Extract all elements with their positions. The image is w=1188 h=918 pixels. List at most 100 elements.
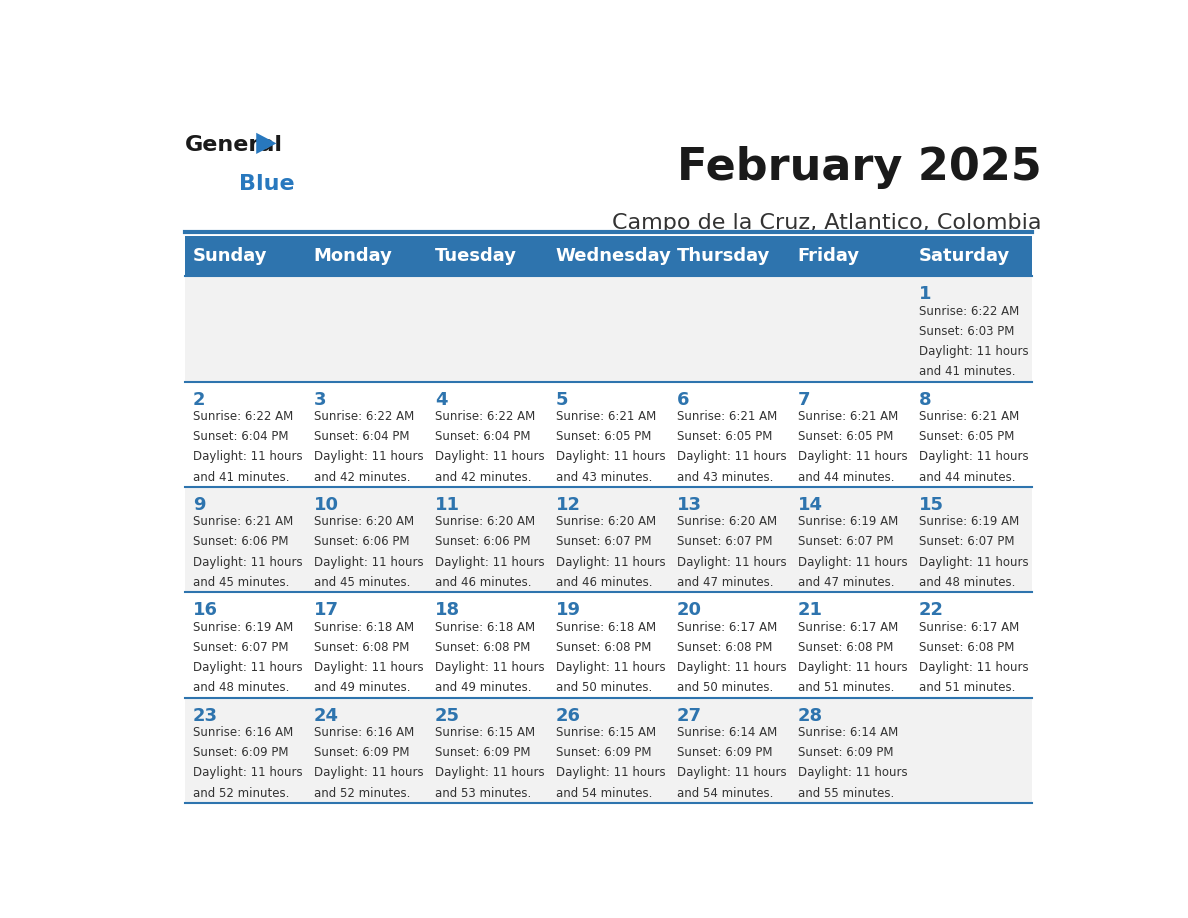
Text: Sunset: 6:09 PM: Sunset: 6:09 PM [797, 746, 893, 759]
Text: and 47 minutes.: and 47 minutes. [677, 576, 773, 588]
Text: and 52 minutes.: and 52 minutes. [192, 787, 289, 800]
Text: 17: 17 [314, 601, 339, 620]
Text: Sunrise: 6:14 AM: Sunrise: 6:14 AM [677, 726, 777, 739]
Text: Daylight: 11 hours: Daylight: 11 hours [192, 661, 302, 674]
Text: Sunrise: 6:22 AM: Sunrise: 6:22 AM [435, 409, 535, 423]
Text: Sunrise: 6:14 AM: Sunrise: 6:14 AM [797, 726, 898, 739]
Text: 18: 18 [435, 601, 460, 620]
Text: Sunrise: 6:16 AM: Sunrise: 6:16 AM [192, 726, 293, 739]
Text: and 50 minutes.: and 50 minutes. [556, 681, 652, 694]
Text: 9: 9 [192, 496, 206, 514]
Text: and 49 minutes.: and 49 minutes. [314, 681, 410, 694]
Bar [185, 276, 1032, 382]
Text: 21: 21 [797, 601, 823, 620]
Text: Daylight: 11 hours: Daylight: 11 hours [314, 661, 423, 674]
Text: Campo de la Cruz, Atlantico, Colombia: Campo de la Cruz, Atlantico, Colombia [612, 213, 1042, 232]
Text: Sunrise: 6:21 AM: Sunrise: 6:21 AM [918, 409, 1019, 423]
Bar [185, 698, 1032, 803]
Text: 3: 3 [314, 391, 327, 409]
Text: Sunrise: 6:17 AM: Sunrise: 6:17 AM [797, 621, 898, 633]
Text: Friday: Friday [797, 247, 860, 265]
Text: and 43 minutes.: and 43 minutes. [677, 471, 773, 484]
Text: 12: 12 [556, 496, 581, 514]
Text: and 45 minutes.: and 45 minutes. [192, 576, 289, 588]
Text: Sunset: 6:07 PM: Sunset: 6:07 PM [677, 535, 772, 548]
Text: 10: 10 [314, 496, 339, 514]
Text: Sunrise: 6:20 AM: Sunrise: 6:20 AM [314, 515, 413, 528]
Text: Daylight: 11 hours: Daylight: 11 hours [918, 661, 1029, 674]
Text: 6: 6 [677, 391, 689, 409]
Text: Sunset: 6:09 PM: Sunset: 6:09 PM [314, 746, 409, 759]
Text: Sunday: Sunday [192, 247, 267, 265]
Bar [185, 592, 1032, 698]
Text: Sunset: 6:05 PM: Sunset: 6:05 PM [797, 431, 893, 443]
Text: Sunrise: 6:17 AM: Sunrise: 6:17 AM [677, 621, 777, 633]
Text: Daylight: 11 hours: Daylight: 11 hours [314, 767, 423, 779]
Text: Sunrise: 6:16 AM: Sunrise: 6:16 AM [314, 726, 413, 739]
Text: Sunrise: 6:22 AM: Sunrise: 6:22 AM [192, 409, 293, 423]
Text: and 41 minutes.: and 41 minutes. [918, 365, 1016, 378]
Text: Sunrise: 6:20 AM: Sunrise: 6:20 AM [556, 515, 656, 528]
Text: Sunset: 6:09 PM: Sunset: 6:09 PM [435, 746, 530, 759]
Text: 7: 7 [797, 391, 810, 409]
Text: Thursday: Thursday [677, 247, 770, 265]
Text: Daylight: 11 hours: Daylight: 11 hours [435, 555, 544, 568]
Text: 16: 16 [192, 601, 217, 620]
Text: Monday: Monday [314, 247, 392, 265]
Text: Daylight: 11 hours: Daylight: 11 hours [556, 451, 665, 464]
Polygon shape [257, 133, 277, 154]
Text: Daylight: 11 hours: Daylight: 11 hours [797, 767, 908, 779]
Text: Sunset: 6:06 PM: Sunset: 6:06 PM [314, 535, 409, 548]
Text: Daylight: 11 hours: Daylight: 11 hours [918, 345, 1029, 358]
Text: Sunrise: 6:21 AM: Sunrise: 6:21 AM [192, 515, 293, 528]
Text: Sunset: 6:09 PM: Sunset: 6:09 PM [677, 746, 772, 759]
Text: Daylight: 11 hours: Daylight: 11 hours [192, 555, 302, 568]
Text: Sunset: 6:06 PM: Sunset: 6:06 PM [435, 535, 530, 548]
Text: Sunrise: 6:18 AM: Sunrise: 6:18 AM [314, 621, 413, 633]
Text: Sunrise: 6:21 AM: Sunrise: 6:21 AM [556, 409, 656, 423]
Text: Daylight: 11 hours: Daylight: 11 hours [677, 767, 786, 779]
Text: Sunset: 6:08 PM: Sunset: 6:08 PM [797, 641, 893, 654]
Text: 8: 8 [918, 391, 931, 409]
Text: Daylight: 11 hours: Daylight: 11 hours [435, 661, 544, 674]
Text: Sunrise: 6:15 AM: Sunrise: 6:15 AM [435, 726, 535, 739]
Text: and 47 minutes.: and 47 minutes. [797, 576, 895, 588]
Text: Daylight: 11 hours: Daylight: 11 hours [797, 661, 908, 674]
Text: Sunset: 6:08 PM: Sunset: 6:08 PM [435, 641, 530, 654]
Text: Sunset: 6:09 PM: Sunset: 6:09 PM [556, 746, 651, 759]
Text: Sunrise: 6:19 AM: Sunrise: 6:19 AM [918, 515, 1019, 528]
Text: Daylight: 11 hours: Daylight: 11 hours [677, 555, 786, 568]
Text: Sunrise: 6:18 AM: Sunrise: 6:18 AM [435, 621, 535, 633]
Text: and 48 minutes.: and 48 minutes. [918, 576, 1015, 588]
Bar [185, 382, 1032, 487]
Text: 15: 15 [918, 496, 943, 514]
Text: Wednesday: Wednesday [556, 247, 671, 265]
Text: Sunset: 6:06 PM: Sunset: 6:06 PM [192, 535, 289, 548]
Text: Tuesday: Tuesday [435, 247, 517, 265]
Text: Daylight: 11 hours: Daylight: 11 hours [797, 451, 908, 464]
Text: Saturday: Saturday [918, 247, 1010, 265]
Text: Sunrise: 6:17 AM: Sunrise: 6:17 AM [918, 621, 1019, 633]
Text: 13: 13 [677, 496, 702, 514]
Text: 28: 28 [797, 707, 823, 724]
Text: 4: 4 [435, 391, 447, 409]
Text: Sunset: 6:05 PM: Sunset: 6:05 PM [918, 431, 1015, 443]
Text: and 44 minutes.: and 44 minutes. [918, 471, 1016, 484]
Text: 11: 11 [435, 496, 460, 514]
Text: Daylight: 11 hours: Daylight: 11 hours [435, 767, 544, 779]
Text: 24: 24 [314, 707, 339, 724]
Text: Sunset: 6:07 PM: Sunset: 6:07 PM [918, 535, 1015, 548]
Text: Daylight: 11 hours: Daylight: 11 hours [192, 767, 302, 779]
Text: Daylight: 11 hours: Daylight: 11 hours [556, 661, 665, 674]
Text: Daylight: 11 hours: Daylight: 11 hours [918, 555, 1029, 568]
Text: and 53 minutes.: and 53 minutes. [435, 787, 531, 800]
Text: General: General [185, 135, 283, 155]
Text: 19: 19 [556, 601, 581, 620]
Text: Sunrise: 6:18 AM: Sunrise: 6:18 AM [556, 621, 656, 633]
Text: Sunset: 6:08 PM: Sunset: 6:08 PM [918, 641, 1015, 654]
Text: Sunset: 6:03 PM: Sunset: 6:03 PM [918, 325, 1015, 338]
Text: and 41 minutes.: and 41 minutes. [192, 471, 289, 484]
Text: 23: 23 [192, 707, 217, 724]
Text: Sunrise: 6:20 AM: Sunrise: 6:20 AM [435, 515, 535, 528]
Text: and 46 minutes.: and 46 minutes. [556, 576, 652, 588]
